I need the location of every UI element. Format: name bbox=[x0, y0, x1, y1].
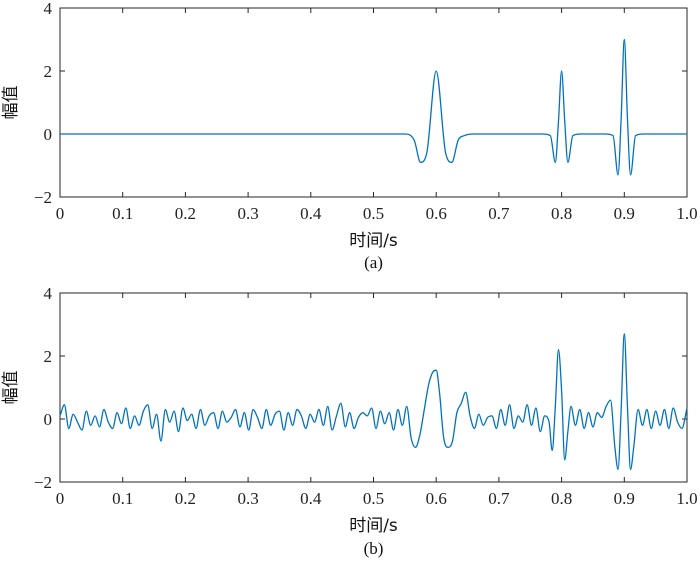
y-tick-label: 0 bbox=[44, 410, 53, 429]
x-tick-label: 0.8 bbox=[551, 489, 572, 508]
plot-frame bbox=[59, 292, 688, 483]
x-tick-label: 0.9 bbox=[614, 489, 635, 508]
panel-label: (a) bbox=[364, 253, 383, 272]
panel-label: (b) bbox=[364, 539, 384, 558]
x-tick-label: 1.0 bbox=[676, 204, 697, 223]
chart-panel-a: 0 0.1 0.2 0.3 0.4 0.5 0.6 0.7 0.8 0.9 1.0−2024时间/s… bbox=[1, 0, 698, 272]
x-tick-label: 0.4 bbox=[300, 204, 322, 223]
y-tick-label: 2 bbox=[44, 62, 53, 81]
x-tick-label: 0.6 bbox=[426, 204, 447, 223]
signal-line bbox=[59, 333, 688, 471]
plot-frame bbox=[59, 7, 688, 198]
x-tick-label: 0.2 bbox=[175, 489, 196, 508]
x-tick-label: 0.8 bbox=[551, 204, 572, 223]
x-tick-label: 0 bbox=[56, 489, 65, 508]
x-axis-title: 时间/s bbox=[349, 516, 398, 536]
x-tick-label: 0.1 bbox=[112, 489, 133, 508]
x-tick-label: 0.9 bbox=[614, 204, 635, 223]
x-tick-label: 1.0 bbox=[676, 489, 697, 508]
y-axis-title: 幅值 bbox=[1, 371, 21, 405]
y-tick-label: 4 bbox=[44, 284, 53, 303]
x-tick-label: 0.3 bbox=[237, 204, 258, 223]
x-tick-label: 0.6 bbox=[426, 489, 447, 508]
x-tick-label: 0.7 bbox=[488, 204, 510, 223]
x-tick-label: 0.5 bbox=[363, 489, 384, 508]
signal-line bbox=[60, 38, 687, 176]
chart-panel-b: 0 0.1 0.2 0.3 0.4 0.5 0.6 0.7 0.8 0.9 1.0−2024时间/s… bbox=[1, 284, 698, 558]
y-tick-label: −2 bbox=[34, 188, 52, 207]
y-tick-label: 2 bbox=[44, 347, 53, 366]
y-axis-title: 幅值 bbox=[1, 86, 21, 120]
x-tick-label: 0.3 bbox=[237, 489, 258, 508]
x-tick-label: 0.5 bbox=[363, 204, 384, 223]
y-tick-label: 4 bbox=[44, 0, 53, 18]
x-tick-label: 0.7 bbox=[488, 489, 510, 508]
x-tick-label: 0.2 bbox=[175, 204, 196, 223]
x-tick-label: 0.1 bbox=[112, 204, 133, 223]
x-tick-label: 0.4 bbox=[300, 489, 322, 508]
x-tick-label: 0 bbox=[56, 204, 65, 223]
y-tick-label: −2 bbox=[34, 473, 52, 492]
x-axis-title: 时间/s bbox=[349, 231, 398, 251]
y-tick-label: 0 bbox=[44, 125, 53, 144]
